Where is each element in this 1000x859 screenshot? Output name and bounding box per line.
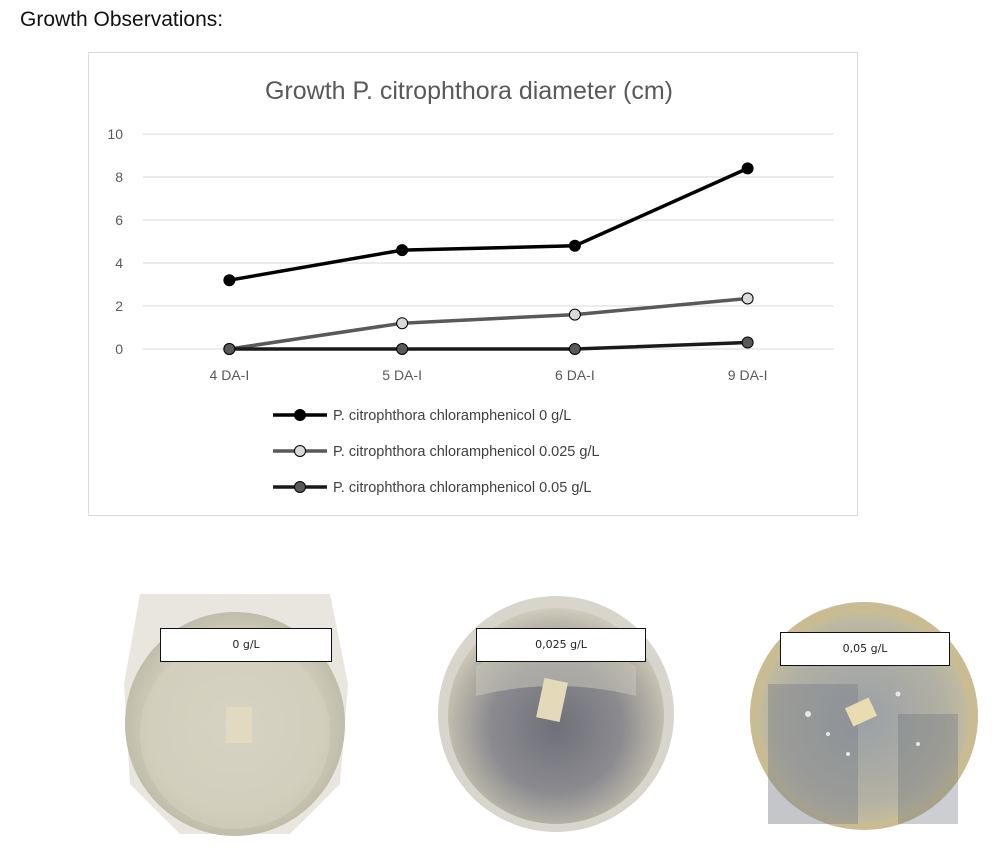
x-axis-ticks: 4 DA-I 5 DA-I 6 DA-I 9 DA-I (210, 367, 768, 383)
plate-label-2: 0,05 g/L (780, 632, 950, 666)
data-point (568, 308, 581, 321)
series-0 (223, 162, 754, 287)
y-tick-label: 2 (115, 298, 123, 314)
x-tick-label: 6 DA-I (555, 367, 595, 383)
petri-dish-0025: 0,025 g/L (436, 586, 676, 840)
page-heading: Growth Observations: (20, 8, 224, 31)
petri-dish-005: 0,05 g/L (748, 594, 980, 840)
legend-item-2: P. citrophthora chloramphenicol 0.05 g/L (273, 480, 591, 496)
gridlines (143, 133, 834, 350)
plate-label-0: 0 g/L (160, 628, 332, 662)
legend-marker (294, 445, 306, 457)
y-tick-label: 8 (115, 169, 123, 185)
legend-label: P. citrophthora chloramphenicol 0 g/L (333, 408, 571, 424)
data-point (568, 239, 581, 252)
data-point (223, 274, 236, 287)
y-tick-label: 4 (115, 255, 123, 271)
line-chart: 0 2 4 6 8 10 4 DA-I 5 DA-I 6 DA-I 9 DA-I P. citr… (88, 52, 858, 516)
series-line (229, 166, 749, 282)
petri-dish-photos: 0 g/L 0,025 g/L (0, 560, 1000, 859)
series-line (229, 296, 748, 351)
petri-dish-image (124, 594, 348, 836)
plate-label-1: 0,025 g/L (476, 628, 646, 662)
series-1 (223, 292, 754, 355)
y-tick-label: 6 (115, 212, 123, 228)
data-point (396, 244, 409, 257)
legend-label: P. citrophthora chloramphenicol 0.05 g/L (333, 480, 591, 496)
series-2 (223, 336, 754, 355)
legend-item-1: P. citrophthora chloramphenicol 0.025 g/… (273, 444, 600, 460)
data-point (741, 336, 754, 349)
legend-marker (294, 409, 306, 421)
chart-svg: 0 2 4 6 8 10 4 DA-I 5 DA-I 6 DA-I 9 DA-I P. citr… (107, 77, 834, 496)
data-point (741, 292, 754, 305)
series-lines (223, 162, 754, 355)
y-tick-label: 0 (115, 341, 123, 357)
data-point (741, 162, 754, 175)
data-point (396, 317, 409, 330)
legend-marker (294, 481, 306, 493)
x-tick-label: 5 DA-I (382, 367, 422, 383)
petri-dish-image (438, 596, 674, 832)
petri-dish-image (750, 602, 978, 830)
series-line (229, 340, 748, 351)
x-tick-label: 4 DA-I (210, 367, 250, 383)
petri-dish-0: 0 g/L (120, 584, 350, 842)
y-tick-label: 10 (107, 126, 123, 142)
y-axis-ticks: 0 2 4 6 8 10 (107, 126, 123, 357)
data-point (568, 343, 581, 355)
data-point (223, 343, 236, 355)
data-point (396, 343, 409, 355)
legend-label: P. citrophthora chloramphenicol 0.025 g/… (333, 444, 600, 460)
chart-title: Growth P. citrophthora diameter (cm) (265, 77, 673, 105)
legend: P. citrophthora chloramphenicol 0 g/L P. … (273, 408, 600, 496)
legend-item-0: P. citrophthora chloramphenicol 0 g/L (273, 408, 571, 424)
x-tick-label: 9 DA-I (728, 367, 768, 383)
